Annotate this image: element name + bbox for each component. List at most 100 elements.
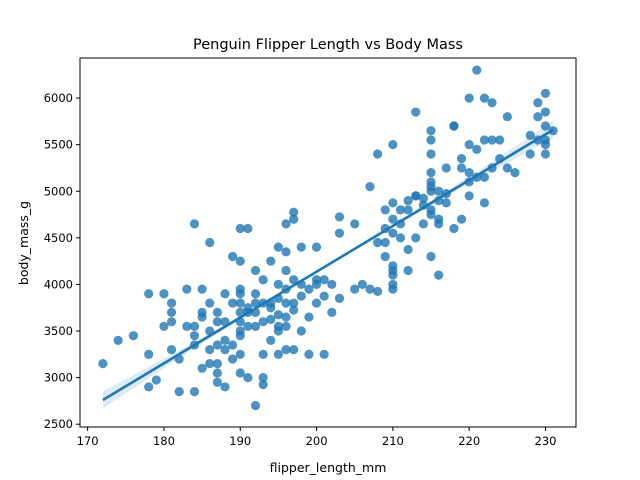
- data-point: [426, 126, 436, 136]
- data-point: [235, 368, 245, 378]
- data-point: [411, 233, 421, 243]
- data-point: [258, 317, 268, 327]
- data-point: [273, 310, 283, 320]
- data-point: [250, 321, 261, 331]
- data-point: [380, 237, 390, 248]
- data-point: [250, 400, 261, 411]
- data-point: [212, 307, 222, 317]
- data-point: [144, 382, 154, 392]
- data-point: [281, 321, 291, 331]
- x-axis-label: flipper_length_mm: [270, 460, 387, 475]
- data-point: [434, 186, 444, 196]
- data-point: [487, 135, 497, 145]
- plot-area: [79, 57, 577, 428]
- data-point: [296, 242, 306, 252]
- axes-frame: [79, 57, 577, 428]
- data-point: [365, 284, 375, 294]
- y-tick-label: 3000: [44, 371, 73, 385]
- data-point: [289, 298, 299, 308]
- data-point: [182, 284, 192, 294]
- data-point: [426, 251, 436, 262]
- scatter-points: [98, 65, 558, 411]
- data-point: [540, 88, 551, 99]
- data-point: [365, 181, 375, 192]
- data-point: [464, 140, 474, 150]
- data-point: [479, 93, 490, 103]
- data-point: [525, 130, 535, 140]
- data-point: [289, 207, 299, 217]
- data-point: [395, 233, 406, 243]
- data-point: [235, 223, 245, 234]
- data-point: [243, 223, 253, 234]
- data-point: [464, 191, 474, 201]
- data-point: [273, 242, 283, 252]
- data-point: [266, 314, 276, 324]
- data-point: [166, 345, 177, 355]
- data-point: [128, 331, 139, 341]
- data-point: [334, 228, 345, 238]
- data-point: [189, 386, 200, 397]
- data-point: [113, 335, 123, 345]
- data-point: [350, 219, 360, 229]
- data-point: [441, 198, 451, 208]
- x-tick-label: 200: [306, 434, 328, 448]
- data-point: [273, 321, 283, 331]
- data-point: [395, 205, 406, 215]
- y-tick-label: 4500: [44, 231, 73, 245]
- data-point: [250, 298, 261, 308]
- data-point: [350, 284, 360, 294]
- data-point: [98, 359, 108, 369]
- data-point: [220, 382, 230, 392]
- data-point: [212, 368, 222, 378]
- data-point: [228, 354, 238, 364]
- data-point: [464, 93, 474, 103]
- x-tick-label: 220: [458, 434, 480, 448]
- data-point: [235, 349, 245, 359]
- data-point: [220, 335, 230, 345]
- data-point: [159, 321, 169, 331]
- data-point: [197, 307, 207, 317]
- data-point: [281, 247, 291, 257]
- data-point: [205, 298, 215, 308]
- data-point: [388, 140, 398, 150]
- y-tick-label: 5000: [44, 184, 73, 198]
- data-point: [449, 223, 459, 234]
- data-point: [258, 373, 268, 383]
- data-point: [449, 121, 459, 131]
- y-tick-label: 3500: [44, 324, 73, 338]
- data-point: [495, 135, 505, 145]
- data-point: [373, 237, 383, 248]
- data-point: [258, 349, 268, 359]
- data-point: [289, 305, 299, 315]
- data-point: [311, 279, 322, 290]
- data-point: [388, 270, 398, 280]
- data-point: [174, 386, 184, 397]
- data-point: [479, 198, 490, 208]
- x-tick-label: 210: [382, 434, 404, 448]
- data-point: [289, 214, 299, 224]
- data-point: [296, 291, 306, 301]
- data-point: [212, 340, 222, 350]
- data-point: [540, 121, 551, 131]
- data-point: [235, 331, 245, 341]
- data-point: [205, 345, 215, 355]
- data-point: [388, 198, 398, 208]
- data-point: [281, 219, 291, 229]
- data-point: [235, 298, 245, 308]
- data-point: [418, 219, 428, 229]
- data-point: [456, 154, 467, 164]
- data-point: [205, 237, 215, 248]
- data-point: [525, 149, 535, 159]
- data-point: [273, 279, 283, 290]
- data-point: [258, 275, 268, 285]
- data-point: [159, 289, 169, 299]
- data-point: [304, 284, 314, 294]
- data-point: [197, 363, 207, 373]
- data-point: [441, 163, 451, 173]
- data-point: [456, 214, 467, 224]
- data-point: [373, 286, 383, 297]
- data-point: [243, 373, 253, 383]
- data-point: [250, 289, 261, 299]
- y-tick-label: 4000: [44, 277, 73, 291]
- data-point: [373, 149, 383, 159]
